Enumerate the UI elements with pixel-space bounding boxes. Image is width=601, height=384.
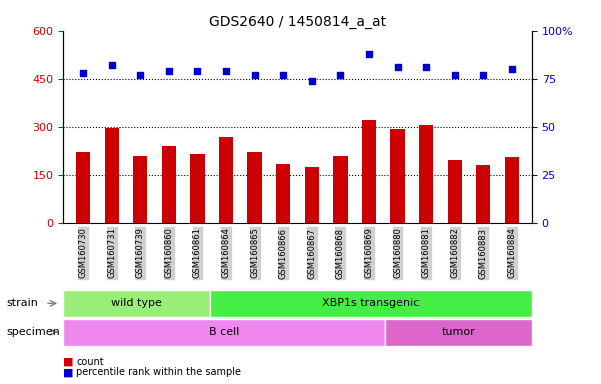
Point <box>364 51 374 57</box>
Point <box>421 64 431 70</box>
Point <box>478 72 488 78</box>
Point <box>507 66 517 72</box>
Text: tumor: tumor <box>442 327 475 337</box>
Text: B cell: B cell <box>209 327 239 337</box>
Text: GDS2640 / 1450814_a_at: GDS2640 / 1450814_a_at <box>209 15 386 29</box>
Bar <box>476 165 490 223</box>
Text: XBP1s transgenic: XBP1s transgenic <box>322 298 419 308</box>
Bar <box>76 152 90 223</box>
Bar <box>219 137 233 223</box>
Point <box>135 72 145 78</box>
Bar <box>276 164 290 223</box>
Point <box>107 62 117 68</box>
Point <box>78 70 88 76</box>
Point <box>193 68 203 74</box>
Text: ■: ■ <box>63 357 73 367</box>
Bar <box>419 125 433 223</box>
Bar <box>248 152 262 223</box>
Point <box>392 64 402 70</box>
Bar <box>362 120 376 223</box>
Point <box>250 72 260 78</box>
Text: wild type: wild type <box>111 298 162 308</box>
Bar <box>133 156 147 223</box>
Point <box>307 78 317 84</box>
Bar <box>505 157 519 223</box>
Text: count: count <box>76 357 104 367</box>
Point <box>164 68 174 74</box>
Bar <box>105 128 119 223</box>
Text: ■: ■ <box>63 367 73 377</box>
Bar <box>305 167 319 223</box>
Bar <box>391 129 404 223</box>
Text: specimen: specimen <box>6 327 59 337</box>
Point <box>335 72 345 78</box>
Point <box>450 72 460 78</box>
Bar <box>448 161 462 223</box>
Point <box>278 72 288 78</box>
Bar <box>191 154 204 223</box>
Point <box>221 68 231 74</box>
Bar <box>333 156 347 223</box>
Text: strain: strain <box>6 298 38 308</box>
Bar <box>162 146 176 223</box>
Text: percentile rank within the sample: percentile rank within the sample <box>76 367 242 377</box>
